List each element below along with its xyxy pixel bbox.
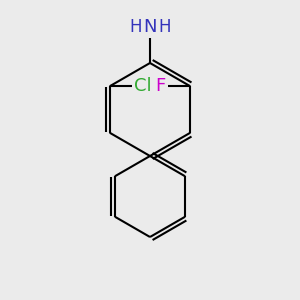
Text: H: H xyxy=(129,18,142,36)
Text: N: N xyxy=(143,18,157,36)
Text: H: H xyxy=(158,18,171,36)
Text: F: F xyxy=(155,77,165,95)
Text: Cl: Cl xyxy=(134,77,152,95)
